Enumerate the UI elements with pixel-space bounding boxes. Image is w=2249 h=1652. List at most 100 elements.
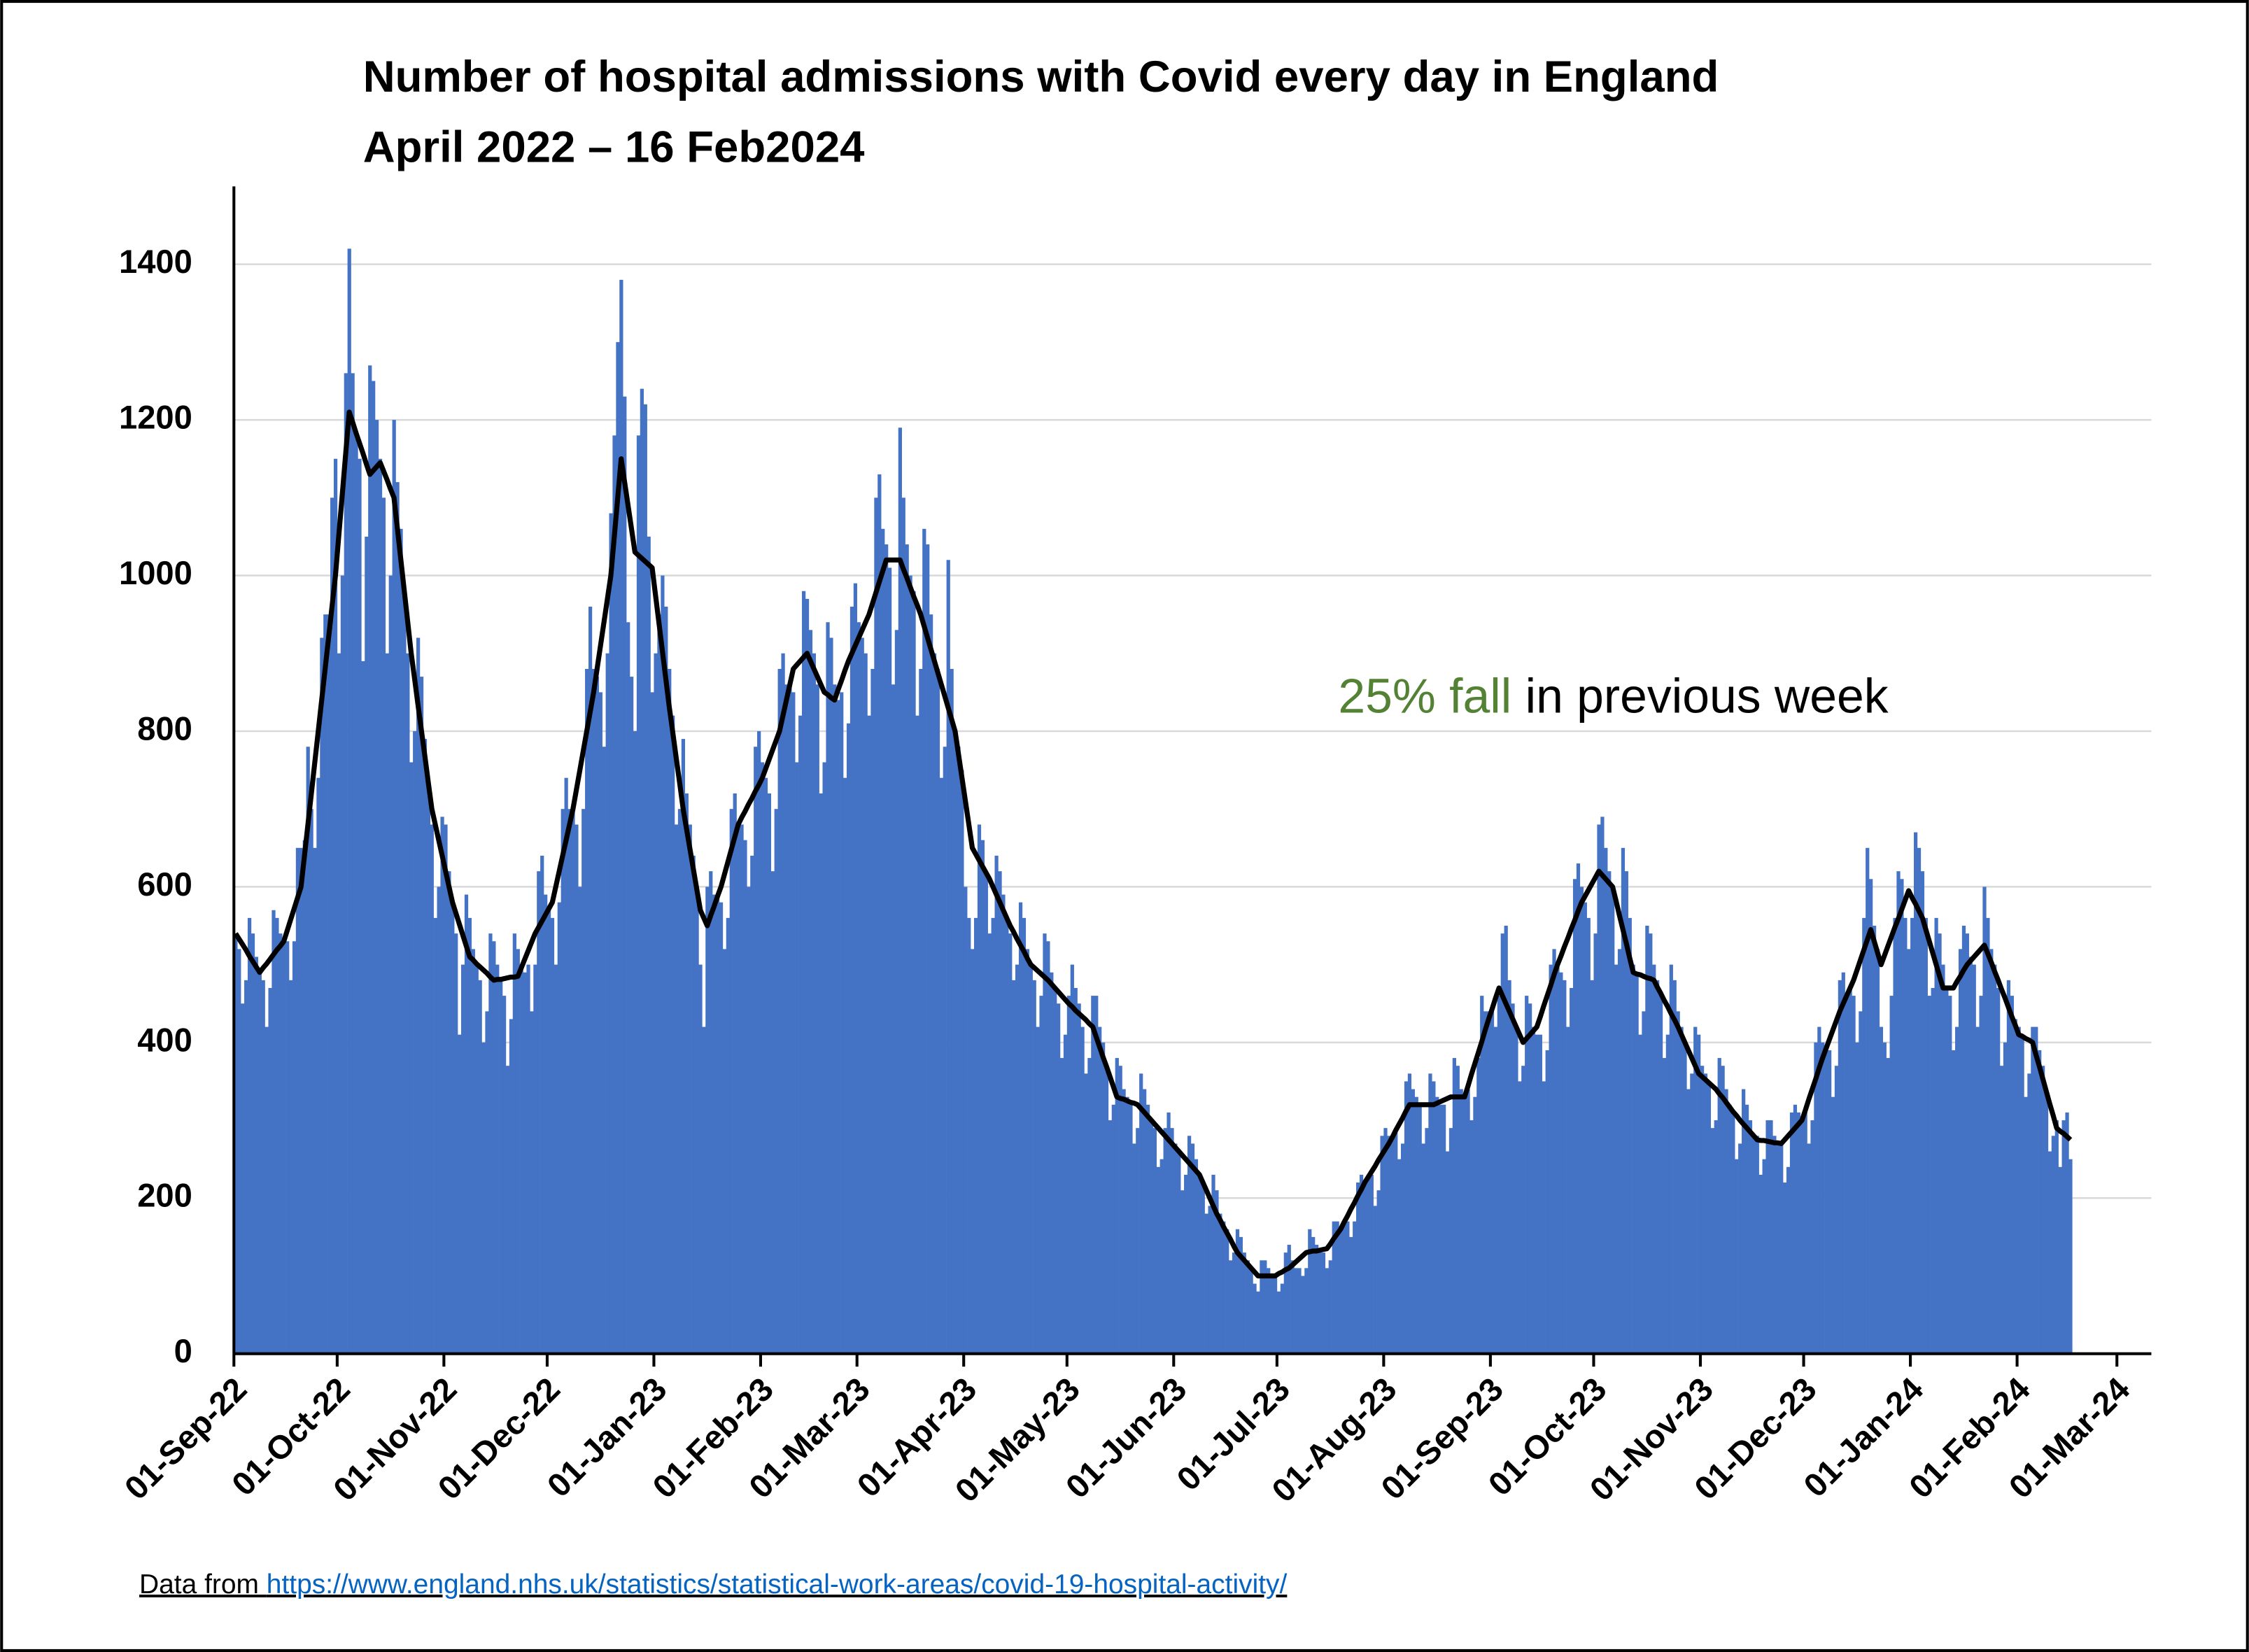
bar [1593,933,1598,1354]
bar [1521,1066,1525,1354]
bar [1738,1143,1742,1354]
bar [430,824,434,1354]
bar [1999,1066,2004,1354]
bar [1125,1096,1129,1354]
bar [640,388,644,1354]
bar [1066,996,1071,1354]
bar [1070,964,1074,1354]
bar [406,653,410,1354]
bar [564,777,568,1354]
y-tick-label: 200 [137,1177,192,1214]
bar [492,941,496,1354]
bar [1624,871,1628,1354]
bar [1208,1206,1212,1354]
bar [1862,917,1866,1354]
bar [709,871,713,1354]
bar [1975,1026,1980,1354]
bar [1253,1283,1257,1354]
bar [574,824,579,1354]
bar [409,762,414,1354]
bar [399,528,403,1354]
bar [2038,1050,2042,1354]
bar [1383,1128,1388,1354]
bar [605,653,609,1354]
chart-subtitle: April 2022 – 16 Feb2024 [363,122,865,172]
bar [877,474,882,1354]
bar [922,528,926,1354]
bar [661,575,665,1354]
bar [788,684,792,1354]
bar [1549,964,1553,1354]
bar [1583,902,1587,1354]
bar [540,855,544,1354]
bar [2041,1066,2045,1354]
bar [1910,917,1915,1354]
bar [1679,1026,1684,1354]
y-tick-label: 400 [137,1021,192,1058]
bar [1886,1058,1890,1354]
bar [1986,917,1990,1354]
bar [863,653,868,1354]
bar [722,949,727,1354]
bar [265,1026,269,1354]
bar [1466,1089,1470,1354]
bar [1810,1120,1814,1354]
bar [1301,1276,1305,1354]
source-label: Data from [139,1569,259,1600]
bar [630,677,634,1354]
source-link[interactable]: https://www.england.nhs.uk/statistics/st… [267,1569,1288,1600]
bar [1563,980,1567,1354]
bar [1511,1003,1515,1354]
bar [1913,832,1918,1354]
bar [1882,1042,1887,1354]
bar [372,381,376,1354]
bar [1917,847,1922,1354]
bar [1249,1268,1253,1354]
bar [413,730,417,1354]
bar [1235,1229,1240,1354]
bar [1407,1073,1412,1354]
bar [591,668,596,1354]
bar [282,941,286,1354]
bar [254,956,259,1354]
bar [681,739,686,1354]
bar [1091,996,1095,1354]
bar [419,677,424,1354]
bar [1961,926,1966,1354]
bar [856,622,861,1354]
bar [939,777,943,1354]
bar [588,607,593,1354]
bar [1290,1260,1295,1354]
bar [1772,1136,1777,1354]
bar [1194,1159,1199,1354]
bar [619,279,623,1354]
bar [1652,964,1656,1354]
bar [2068,1159,2073,1354]
bar [241,1003,245,1354]
bar [381,497,386,1354]
bar [1828,1050,1832,1354]
bar [444,824,448,1354]
bar [1893,917,1897,1354]
bar [1215,1190,1219,1354]
bar [258,972,262,1354]
bar [964,887,968,1354]
bar [1748,1120,1753,1354]
bar [1848,987,1852,1354]
bar [795,762,799,1354]
bar [485,1011,489,1354]
annotation: 25% fall in previous week [1338,669,1888,723]
bar [1669,964,1673,1354]
bar [416,637,421,1354]
bar [581,809,586,1354]
bar [337,653,341,1354]
bar [1080,1026,1085,1354]
bar [1658,996,1663,1354]
bar [1590,980,1594,1354]
bar [1197,1174,1201,1354]
bar [1369,1174,1374,1354]
bar [763,777,768,1354]
bar [705,887,710,1354]
bar [770,871,775,1354]
